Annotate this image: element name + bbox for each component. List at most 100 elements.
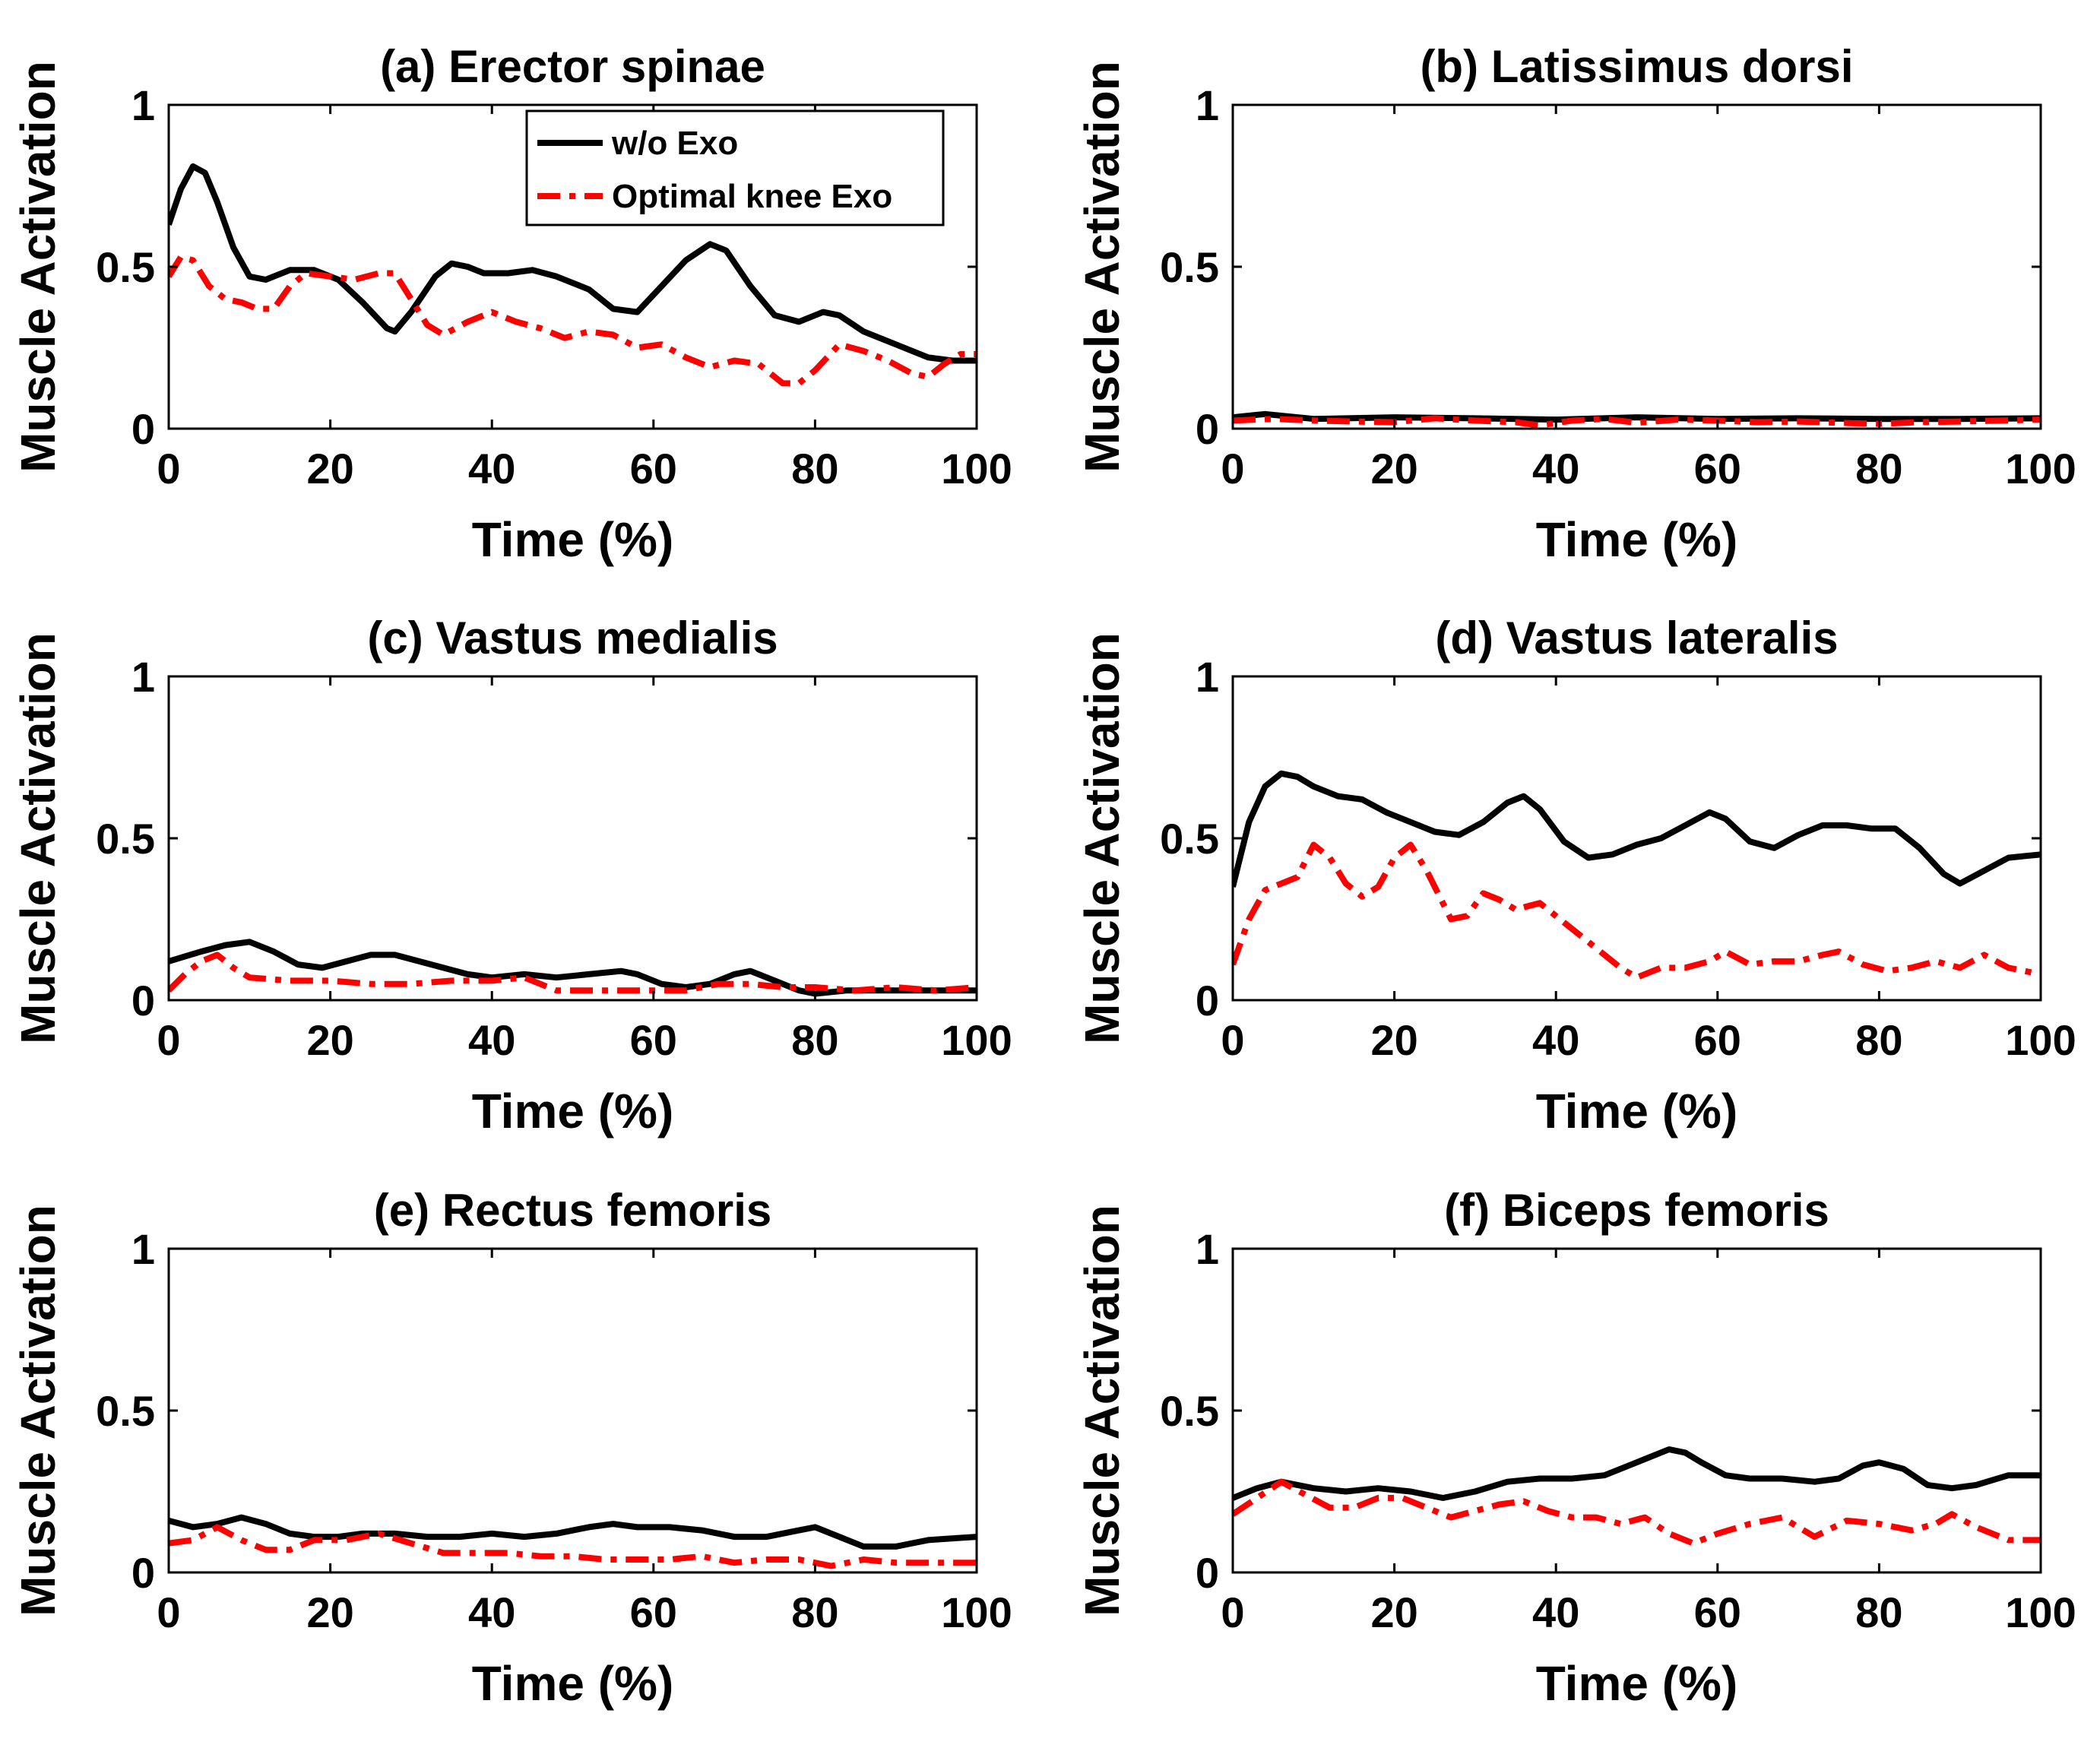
panel-d: (d) Vastus lateralis 0 20 40 60 80 100 0 0.5 1 Tim… bbox=[1075, 613, 2076, 1138]
series-group bbox=[169, 939, 977, 997]
x-tick-label: 20 bbox=[306, 445, 353, 492]
x-tick-label: 40 bbox=[1532, 1016, 1579, 1064]
x-axis-label: Time (%) bbox=[1536, 512, 1738, 567]
x-tick-label: 0 bbox=[157, 1588, 180, 1636]
y-axis-label: Muscle Activation bbox=[11, 61, 65, 473]
y-tick-label: 0 bbox=[131, 405, 155, 453]
series-line-wo-exo bbox=[1233, 770, 2041, 888]
y-tick-label: 1 bbox=[131, 653, 155, 701]
panel-title: (d) Vastus lateralis bbox=[1435, 613, 1838, 663]
x-tick-label: 0 bbox=[1221, 1016, 1244, 1064]
x-tick-label: 60 bbox=[1694, 1588, 1741, 1636]
x-tick-label: 40 bbox=[1532, 445, 1579, 492]
x-tick-label: 80 bbox=[1855, 1588, 1902, 1636]
panel-c: (c) Vastus medialis 0 20 40 60 80 100 0 0.5 1 Time… bbox=[11, 613, 1012, 1138]
y-axis-label: Muscle Activation bbox=[1075, 1205, 1129, 1617]
panel-title: (f) Biceps femoris bbox=[1444, 1185, 1829, 1236]
series-line-optimal-knee-exo bbox=[1233, 841, 2041, 981]
y-tick-label: 0.5 bbox=[1160, 1387, 1219, 1435]
y-tick-label: 1 bbox=[1196, 653, 1219, 701]
panel-title: (b) Latissimus dorsi bbox=[1420, 41, 1853, 92]
y-tick-label: 0 bbox=[1196, 405, 1219, 453]
series-line-wo-exo bbox=[169, 939, 977, 997]
axes-box bbox=[1231, 103, 2042, 430]
x-tick-label: 100 bbox=[941, 1588, 1012, 1636]
x-tick-label: 20 bbox=[306, 1016, 353, 1064]
y-tick-label: 0.5 bbox=[96, 815, 155, 863]
series-group bbox=[1233, 1446, 2041, 1547]
x-tick-label: 20 bbox=[306, 1588, 353, 1636]
x-tick-label: 100 bbox=[2005, 1588, 2076, 1636]
x-tick-label: 40 bbox=[468, 445, 515, 492]
x-tick-label: 20 bbox=[1370, 1016, 1417, 1064]
x-axis-label: Time (%) bbox=[1536, 1084, 1738, 1138]
y-tick-label: 1 bbox=[131, 81, 155, 129]
series-line-optimal-knee-exo bbox=[169, 952, 977, 994]
legend: w/o Exo Optimal knee Exo bbox=[525, 109, 945, 226]
panel-a: (a) Erector spinae 0 20 40 60 80 100 0 0.5 1 Time … bbox=[11, 41, 1012, 567]
series-line-optimal-knee-exo bbox=[1233, 415, 2041, 429]
x-tick-label: 100 bbox=[941, 445, 1012, 492]
y-tick-label: 0.5 bbox=[96, 1387, 155, 1435]
y-tick-label: 1 bbox=[131, 1225, 155, 1273]
panel-title: (e) Rectus femoris bbox=[374, 1185, 771, 1236]
series-line-optimal-knee-exo bbox=[169, 254, 977, 387]
x-tick-label: 60 bbox=[630, 1588, 677, 1636]
panel-title: (a) Erector spinae bbox=[380, 41, 765, 92]
x-tick-label: 40 bbox=[468, 1016, 515, 1064]
y-tick-label: 0 bbox=[131, 977, 155, 1024]
x-tick-label: 80 bbox=[791, 445, 838, 492]
x-tick-label: 100 bbox=[2005, 445, 2076, 492]
series-line-optimal-knee-exo bbox=[1233, 1478, 2041, 1547]
x-tick-label: 40 bbox=[468, 1588, 515, 1636]
x-tick-label: 80 bbox=[791, 1016, 838, 1064]
y-axis-label: Muscle Activation bbox=[11, 1205, 65, 1617]
series-line-wo-exo bbox=[169, 163, 977, 364]
x-tick-label: 60 bbox=[1694, 1016, 1741, 1064]
y-tick-label: 0 bbox=[131, 1549, 155, 1597]
series-group bbox=[1233, 770, 2041, 981]
series-line-wo-exo bbox=[1233, 410, 2041, 423]
y-tick-label: 0.5 bbox=[96, 243, 155, 291]
series-line-optimal-knee-exo bbox=[169, 1524, 977, 1569]
x-tick-label: 100 bbox=[2005, 1016, 2076, 1064]
x-tick-label: 60 bbox=[630, 1016, 677, 1064]
y-tick-label: 1 bbox=[1196, 1225, 1219, 1273]
legend-label: Optimal knee Exo bbox=[612, 178, 892, 215]
x-tick-label: 60 bbox=[630, 445, 677, 492]
x-tick-label: 20 bbox=[1370, 1588, 1417, 1636]
x-tick-label: 100 bbox=[941, 1016, 1012, 1064]
axes-box bbox=[167, 675, 978, 1002]
x-tick-label: 0 bbox=[1221, 445, 1244, 492]
series-line-wo-exo bbox=[1233, 1446, 2041, 1501]
y-axis-label: Muscle Activation bbox=[1075, 632, 1129, 1044]
series-group bbox=[169, 1514, 977, 1569]
legend-label: w/o Exo bbox=[611, 125, 738, 162]
axes-box bbox=[167, 1247, 978, 1574]
x-tick-label: 0 bbox=[157, 445, 180, 492]
x-tick-label: 40 bbox=[1532, 1588, 1579, 1636]
panel-b: (b) Latissimus dorsi 0 20 40 60 80 100 0 0.5 1 Tim… bbox=[1075, 41, 2076, 567]
legend-box bbox=[525, 109, 945, 226]
x-axis-label: Time (%) bbox=[472, 1084, 674, 1138]
x-tick-label: 80 bbox=[1855, 445, 1902, 492]
y-axis-label: Muscle Activation bbox=[11, 632, 65, 1044]
x-axis-label: Time (%) bbox=[472, 1656, 674, 1711]
x-tick-label: 80 bbox=[791, 1588, 838, 1636]
panel-f: (f) Biceps femoris 0 20 40 60 80 100 0 0.5 1 Time … bbox=[1075, 1185, 2076, 1711]
y-tick-label: 0 bbox=[1196, 977, 1219, 1024]
x-axis-label: Time (%) bbox=[472, 512, 674, 567]
series-group bbox=[169, 163, 977, 387]
x-tick-label: 20 bbox=[1370, 445, 1417, 492]
series-line-wo-exo bbox=[169, 1514, 977, 1550]
panel-title: (c) Vastus medialis bbox=[367, 613, 778, 663]
y-tick-label: 0.5 bbox=[1160, 815, 1219, 863]
axes-box bbox=[1231, 1247, 2042, 1574]
panel-e: (e) Rectus femoris 0 20 40 60 80 100 0 0.5 1 Time … bbox=[11, 1185, 1012, 1711]
y-axis-label: Muscle Activation bbox=[1075, 61, 1129, 473]
x-tick-label: 0 bbox=[157, 1016, 180, 1064]
y-tick-label: 0 bbox=[1196, 1549, 1219, 1597]
series-group bbox=[1233, 410, 2041, 429]
y-tick-label: 0.5 bbox=[1160, 243, 1219, 291]
